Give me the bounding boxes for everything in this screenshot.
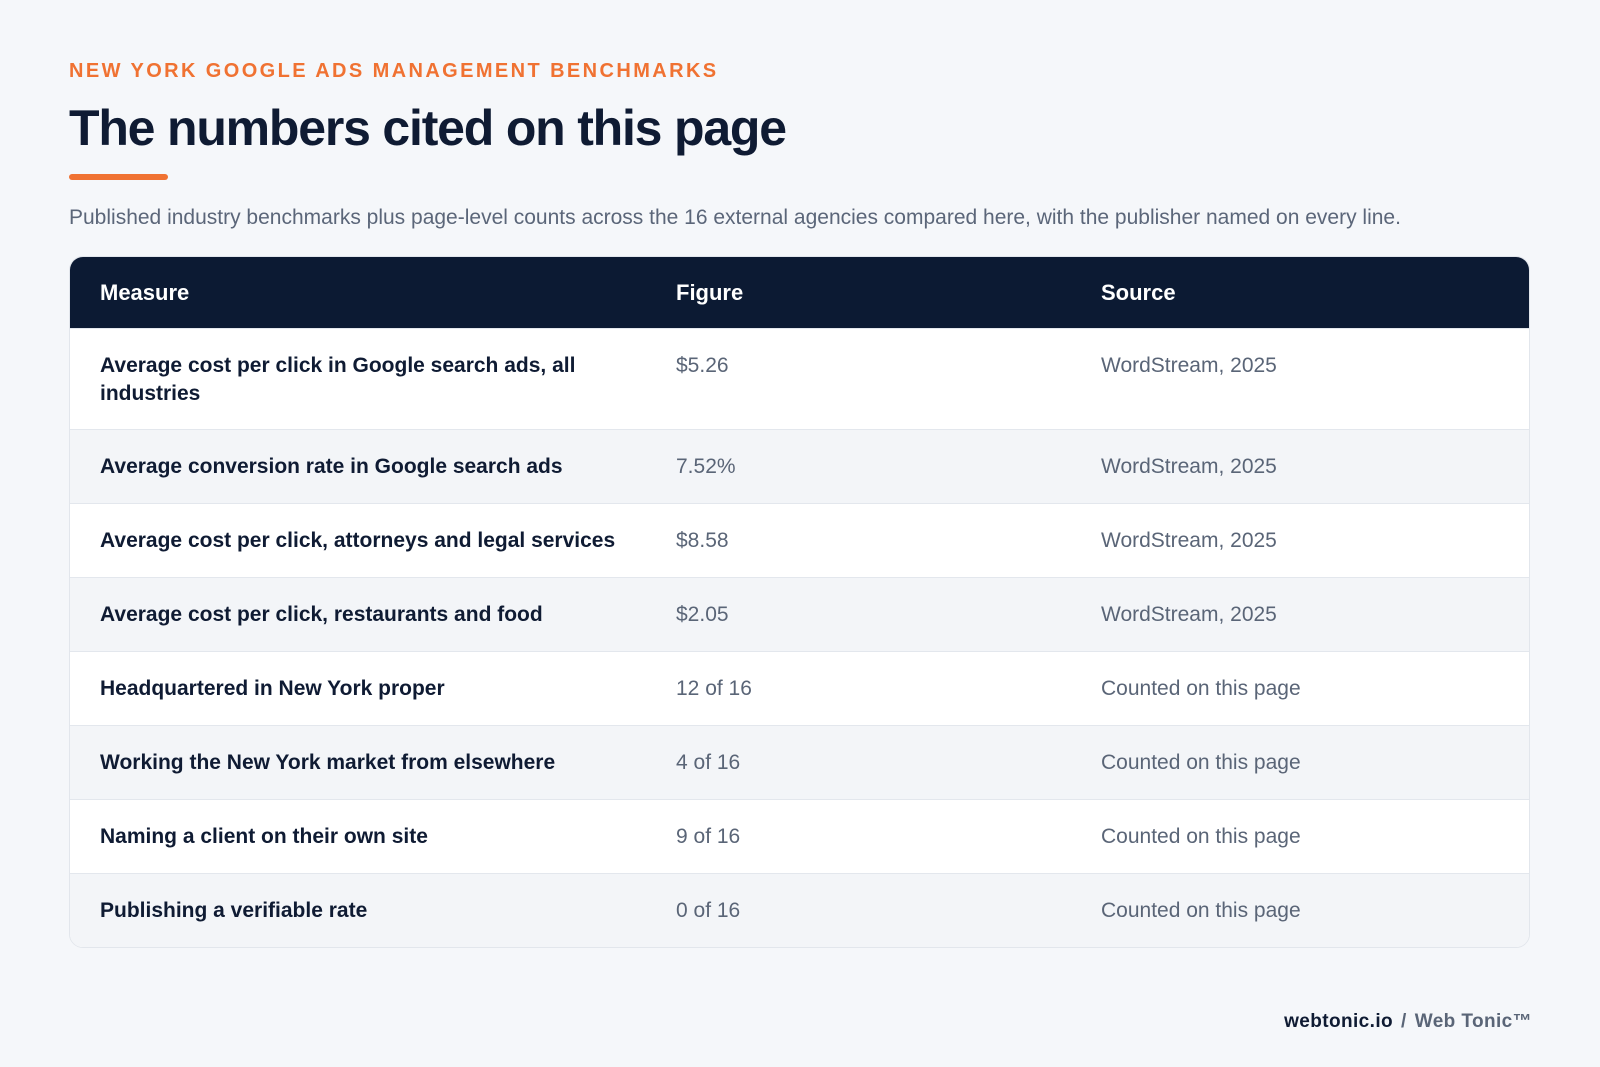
source-cell: WordStream, 2025 xyxy=(1101,354,1277,377)
table-row: Headquartered in New York proper 12 of 1… xyxy=(70,651,1529,725)
table-row: Average cost per click, restaurants and … xyxy=(70,577,1529,651)
figure-cell: $8.58 xyxy=(676,529,729,552)
table-row: Working the New York market from elsewhe… xyxy=(70,725,1529,799)
title-accent-bar xyxy=(69,174,168,180)
footer-separator: / xyxy=(1401,1011,1407,1032)
column-header-source: Source xyxy=(1101,279,1176,305)
source-cell: WordStream, 2025 xyxy=(1101,603,1277,626)
footer-brand: Web Tonic™ xyxy=(1414,1011,1532,1032)
benchmarks-table: Measure Figure Source Average cost per c… xyxy=(69,256,1530,948)
measure-cell: Average cost per click, attorneys and le… xyxy=(100,529,616,552)
figure-cell: 4 of 16 xyxy=(676,751,741,774)
source-cell: Counted on this page xyxy=(1101,677,1301,700)
figure-cell: 7.52% xyxy=(676,455,736,478)
table-row: Average cost per click, attorneys and le… xyxy=(70,503,1529,577)
column-header-figure: Figure xyxy=(676,279,744,305)
source-cell: WordStream, 2025 xyxy=(1101,455,1277,478)
figure-cell: 12 of 16 xyxy=(676,677,752,700)
eyebrow-label: NEW YORK GOOGLE ADS MANAGEMENT BENCHMARK… xyxy=(69,60,719,82)
figure-cell: $2.05 xyxy=(676,603,729,626)
figure-cell: 9 of 16 xyxy=(676,825,741,848)
measure-cell: Working the New York market from elsewhe… xyxy=(100,751,556,774)
measure-cell: Headquartered in New York proper xyxy=(100,677,445,700)
source-cell: WordStream, 2025 xyxy=(1101,529,1277,552)
measure-cell: Naming a client on their own site xyxy=(100,825,428,848)
measure-cell: Publishing a verifiable rate xyxy=(100,899,368,922)
footer-domain-link[interactable]: webtonic.io xyxy=(1284,1011,1394,1032)
measure-cell: Average conversion rate in Google search… xyxy=(100,455,563,478)
table-row: Naming a client on their own site 9 of 1… xyxy=(70,799,1529,873)
table-row: Publishing a verifiable rate 0 of 16 Cou… xyxy=(70,873,1529,947)
column-header-measure: Measure xyxy=(100,279,190,305)
table-row: Average conversion rate in Google search… xyxy=(70,429,1529,503)
source-cell: Counted on this page xyxy=(1101,751,1301,774)
figure-cell: $5.26 xyxy=(676,354,729,377)
measure-cell: Average cost per click, restaurants and … xyxy=(100,603,543,626)
page-title: The numbers cited on this page xyxy=(69,100,787,156)
footer-credit: webtonic.io / Web Tonic™ xyxy=(1284,1010,1532,1034)
page-subtitle: Published industry benchmarks plus page-… xyxy=(69,206,1401,229)
figure-cell: 0 of 16 xyxy=(676,899,741,922)
table-header-row: Measure Figure Source xyxy=(70,257,1529,328)
source-cell: Counted on this page xyxy=(1101,825,1301,848)
measure-cell: Average cost per click in Google search … xyxy=(100,354,576,405)
table-row: Average cost per click in Google search … xyxy=(70,328,1529,429)
source-cell: Counted on this page xyxy=(1101,899,1301,922)
